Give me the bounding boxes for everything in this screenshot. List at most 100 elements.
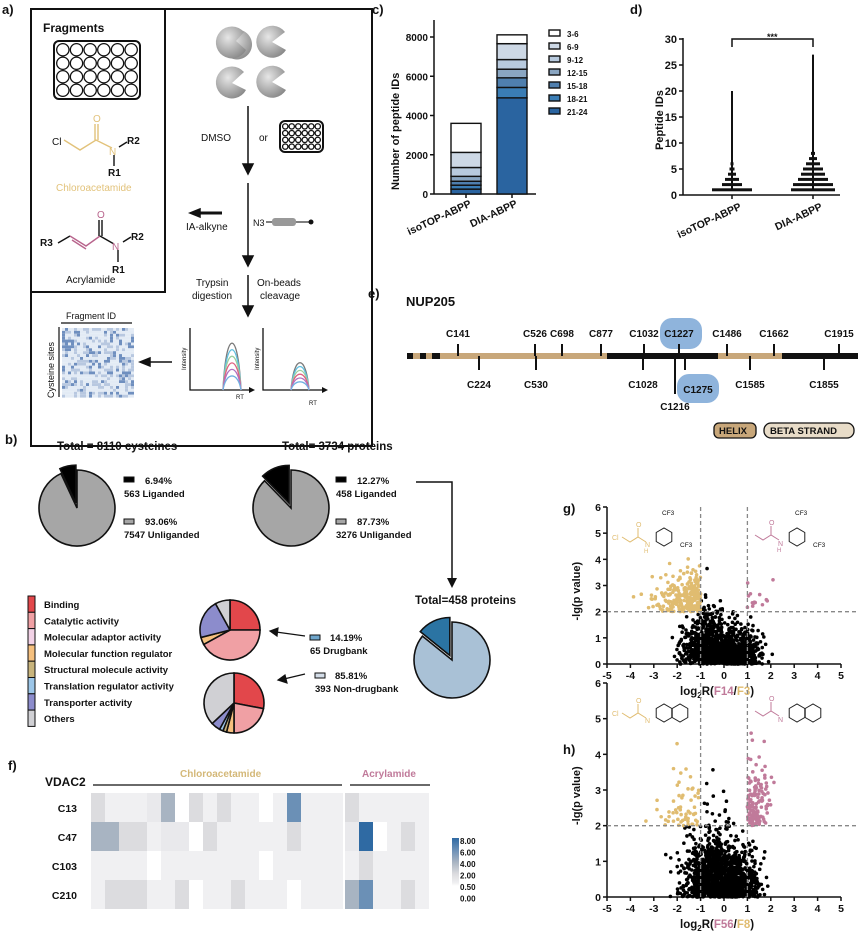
atom-cl: Cl <box>52 137 61 148</box>
data-point-left <box>680 582 684 587</box>
plate-well <box>124 69 138 84</box>
data-point <box>702 619 707 624</box>
x-tick-label: -5 <box>602 903 611 915</box>
data-point <box>705 648 710 652</box>
mini-heatmap-cell <box>80 345 83 349</box>
mini-heatmap-cell <box>86 368 89 372</box>
mini-heatmap-cell <box>83 330 86 334</box>
mini-heatmap-cell <box>128 374 131 378</box>
mini-heatmap-cell <box>77 330 80 334</box>
colorbar-label: 8.00 <box>460 837 476 846</box>
data-point <box>718 832 722 837</box>
data-point <box>750 869 755 874</box>
data-point <box>770 652 775 657</box>
mini-heatmap-cell <box>116 368 119 372</box>
mini-heatmap-cell <box>83 377 86 381</box>
data-point <box>741 635 746 640</box>
significance-label: *** <box>767 32 778 42</box>
mini-heatmap-cell <box>101 383 104 386</box>
data-point <box>759 861 763 866</box>
data-point-left <box>685 570 690 574</box>
data-point <box>717 843 721 848</box>
mini-heatmap-cell <box>95 365 98 369</box>
pie-proteins <box>252 464 330 547</box>
data-point-right <box>745 581 750 585</box>
data-point-left <box>646 605 651 610</box>
data-point-left <box>679 771 683 775</box>
mini-heatmap-cell <box>128 377 131 381</box>
mini-heatmap-cell <box>83 339 86 343</box>
legend-pct: 6.94% <box>145 476 172 487</box>
mini-heatmap-cell <box>107 394 110 398</box>
mini-heatmap-cell <box>110 374 113 378</box>
benzene-ring <box>655 703 673 723</box>
data-point-right <box>766 791 770 795</box>
mini-heatmap-cell <box>62 391 65 395</box>
mini-heatmap-cell <box>119 348 122 352</box>
mini-heatmap-cell <box>122 351 125 355</box>
mini-heatmap-cell <box>62 333 65 337</box>
data-point-right <box>759 805 764 809</box>
mini-heatmap-cell <box>80 374 83 378</box>
data-point <box>675 658 679 662</box>
heatmap-cell <box>231 880 245 909</box>
y-tick-label: 6 <box>595 678 601 690</box>
data-point <box>704 865 709 869</box>
data-point <box>704 781 709 786</box>
data-point <box>715 885 720 890</box>
data-points <box>631 557 775 666</box>
mini-heatmap-cell <box>104 351 107 355</box>
heatmap-cell <box>273 880 287 909</box>
data-point-left <box>684 812 688 816</box>
panel-label-b: b) <box>5 432 17 447</box>
data-point <box>727 615 732 620</box>
mini-heatmap-cell <box>68 377 71 381</box>
data-point <box>741 878 746 883</box>
y-tick-label: 6000 <box>406 72 429 83</box>
mini-heatmap-cell <box>77 383 80 386</box>
x-tick-label: 5 <box>838 903 844 915</box>
panel-label-f: f) <box>8 758 17 773</box>
data-point-right <box>757 792 761 796</box>
x-tick-label: DIA-ABPP <box>468 198 519 230</box>
dot-row <box>811 151 815 155</box>
plate-well <box>97 42 111 57</box>
data-point <box>702 633 706 637</box>
heatmap-cell <box>329 822 343 851</box>
site-label: C1275 <box>683 385 713 396</box>
mini-heatmap-cell <box>86 391 89 395</box>
mini-heatmap-cell <box>62 368 65 372</box>
atom-label: CF3 <box>813 542 826 549</box>
data-point <box>725 888 730 892</box>
data-point-left <box>676 588 681 593</box>
mini-heatmap-cell <box>65 388 68 392</box>
data-point <box>754 641 759 645</box>
data-point-right <box>750 821 754 825</box>
data-point <box>711 833 716 838</box>
data-point-left <box>666 819 671 824</box>
legend-label: Transporter activity <box>44 698 133 709</box>
mini-heatmap-cell <box>101 336 104 340</box>
data-point <box>699 875 704 880</box>
mini-heatmap-cell <box>116 345 119 349</box>
data-point <box>734 834 739 839</box>
heatmap-cell <box>415 851 429 880</box>
mini-heatmap-cell <box>62 394 65 398</box>
data-point <box>688 661 693 665</box>
mini-heatmap-cell <box>65 328 68 331</box>
mini-heatmap-cell <box>101 333 104 337</box>
plate-well <box>288 123 296 130</box>
data-point <box>683 871 687 875</box>
data-point <box>733 616 737 621</box>
mini-heatmap-cell <box>95 368 98 372</box>
mini-heatmap-cell <box>113 330 116 334</box>
data-point <box>712 656 716 661</box>
mini-heatmap-cell <box>110 336 113 340</box>
mini-heatmap-cell <box>77 348 80 352</box>
x-tick-label: 1 <box>744 903 750 915</box>
data-point <box>736 654 741 659</box>
mini-heatmap-cell <box>122 377 125 381</box>
x-tick-label: isoTOP-ABPP <box>675 201 743 241</box>
bar-segment <box>450 175 482 182</box>
atom-label: O <box>769 520 775 527</box>
